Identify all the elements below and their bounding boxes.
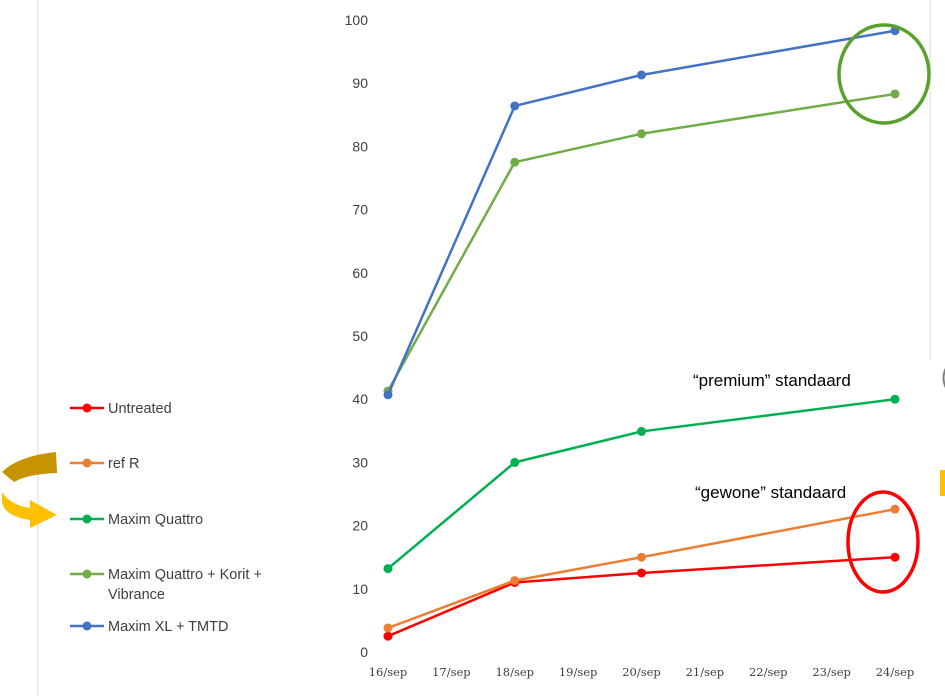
legend-item: Maxim Quattro: [70, 512, 203, 528]
data-point: [637, 568, 646, 578]
legend-swatch-marker: [82, 458, 92, 468]
data-point: [510, 576, 520, 586]
annotation-gewone-text: “gewone” standaard: [695, 483, 846, 502]
x-tick-label: 20/sep: [622, 665, 661, 679]
series-line: [387, 397, 896, 570]
curved-arrow-bottom: [2, 492, 57, 528]
data-point: [510, 101, 520, 111]
legend-item: Maxim Quattro + Korit + Vibrance: [70, 567, 262, 603]
x-tick-label: 21/sep: [686, 665, 725, 679]
y-tick-label: 70: [352, 202, 368, 218]
legend-label: ref R: [108, 456, 139, 472]
y-tick-label: 90: [352, 75, 368, 91]
y-tick-label: 100: [345, 12, 369, 28]
red-highlight-circle: [846, 490, 920, 594]
series-line: [387, 507, 896, 630]
legend-item: Untreated: [70, 401, 172, 417]
data-point: [383, 564, 393, 574]
side-divider-lines: [37, 0, 931, 696]
curved-arrow-top: [2, 452, 57, 482]
x-tick-label: 23/sep: [812, 665, 851, 679]
legend-item: ref R: [70, 456, 139, 472]
data-point: [890, 89, 900, 99]
series-2: [383, 394, 900, 574]
series-3: [383, 89, 900, 396]
y-tick-label: 40: [352, 391, 368, 407]
data-point: [383, 390, 393, 400]
y-tick-label: 30: [352, 454, 368, 470]
y-tick-label: 80: [352, 138, 368, 154]
x-tick-label: 17/sep: [432, 665, 471, 679]
legend-swatch-marker: [82, 514, 92, 524]
series-line: [386, 92, 896, 392]
data-point: [637, 426, 646, 436]
edge-mark-gray: [942, 367, 945, 389]
annotation-premium-text: “premium” standaard: [693, 371, 851, 390]
data-point: [637, 552, 646, 562]
legend-label: Maxim Quattro: [108, 512, 203, 528]
edge-marks: [940, 367, 945, 496]
legend-label: Maxim Quattro + Korit + Vibrance: [108, 567, 262, 603]
data-point: [890, 504, 900, 514]
data-point: [890, 394, 900, 404]
data-point: [510, 157, 520, 167]
legend-item: Maxim XL + TMTD: [70, 619, 228, 635]
legend-label-line: Maxim Quattro + Korit +: [108, 567, 262, 583]
series-line: [387, 555, 896, 638]
data-point: [637, 129, 646, 139]
data-point: [637, 70, 646, 80]
x-tick-label: 16/sep: [369, 665, 408, 679]
annotation-premium: “premium” standaard: [693, 371, 851, 390]
x-axis: 16/sep 17/sep 18/sep 19/sep 20/sep 21/sep 22/s…: [369, 665, 915, 679]
x-tick-label: 18/sep: [495, 665, 534, 679]
x-tick-label: 24/sep: [876, 665, 915, 679]
legend-label-line: Vibrance: [108, 587, 165, 603]
data-point: [890, 552, 900, 562]
data-point: [383, 631, 393, 641]
series-4: [383, 26, 900, 400]
legend-label: Untreated: [108, 401, 172, 417]
data-point: [383, 623, 393, 633]
data-point: [510, 457, 520, 467]
x-tick-label: 22/sep: [749, 665, 788, 679]
legend-label: Maxim XL + TMTD: [108, 619, 228, 635]
annotation-gewone: “gewone” standaard: [695, 483, 846, 502]
green-highlight-circle: [837, 23, 931, 125]
legend: Untreated ref R Maxim Quattro Maxim Quattro…: [70, 401, 262, 635]
curved-arrow-icon: [2, 452, 57, 528]
series-1: [383, 504, 900, 633]
y-tick-label: 50: [352, 328, 368, 344]
legend-swatch-marker: [82, 403, 92, 413]
series-layer: [383, 26, 900, 641]
y-axis: 0 10 20 30 40 50 60 70 80 90 100: [345, 12, 369, 660]
series-0: [383, 552, 900, 641]
series-line: [386, 29, 896, 396]
legend-swatch-marker: [82, 569, 92, 579]
y-tick-label: 0: [360, 644, 368, 660]
y-tick-label: 20: [352, 518, 368, 534]
legend-swatch-marker: [82, 621, 92, 631]
y-tick-label: 10: [352, 581, 368, 597]
edge-mark-yellow: [940, 470, 945, 496]
x-tick-label: 19/sep: [559, 665, 598, 679]
y-tick-label: 60: [352, 265, 368, 281]
